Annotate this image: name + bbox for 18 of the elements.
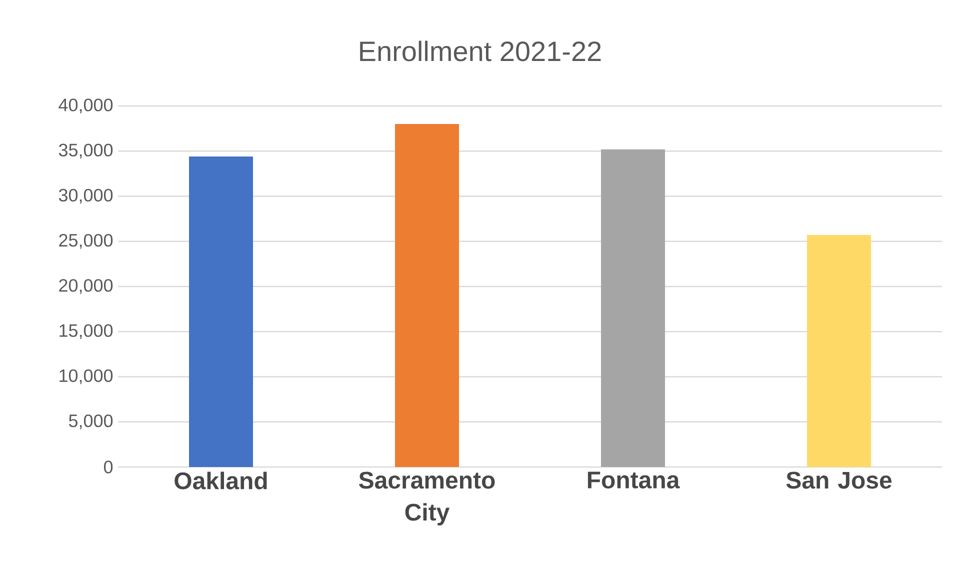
y-tick-label: 15,000 [60, 324, 113, 340]
bar [807, 235, 872, 467]
y-tick-label: 10,000 [60, 369, 113, 384]
y-tick-label: 30,000 [58, 188, 113, 204]
y-tick-label: 25,000 [59, 234, 113, 249]
y-tick-label: 20,000 [59, 279, 113, 294]
x-tick-label: Sacramento City [359, 472, 495, 526]
y-tick-label: 40,000 [58, 98, 113, 114]
x-tick-label: San Jose [786, 472, 892, 489]
y-tick-label: 35,000 [58, 144, 113, 159]
x-tick-label: Oakland [174, 472, 267, 490]
y-tick-label: 5,000 [68, 414, 113, 430]
y-tick-label: 0 [104, 460, 113, 474]
bar [601, 149, 666, 467]
x-tick-label: Fontana [588, 472, 680, 488]
bar [395, 124, 460, 467]
bar [189, 156, 254, 467]
chart-title: Enrollment 2021-22 [360, 40, 601, 62]
